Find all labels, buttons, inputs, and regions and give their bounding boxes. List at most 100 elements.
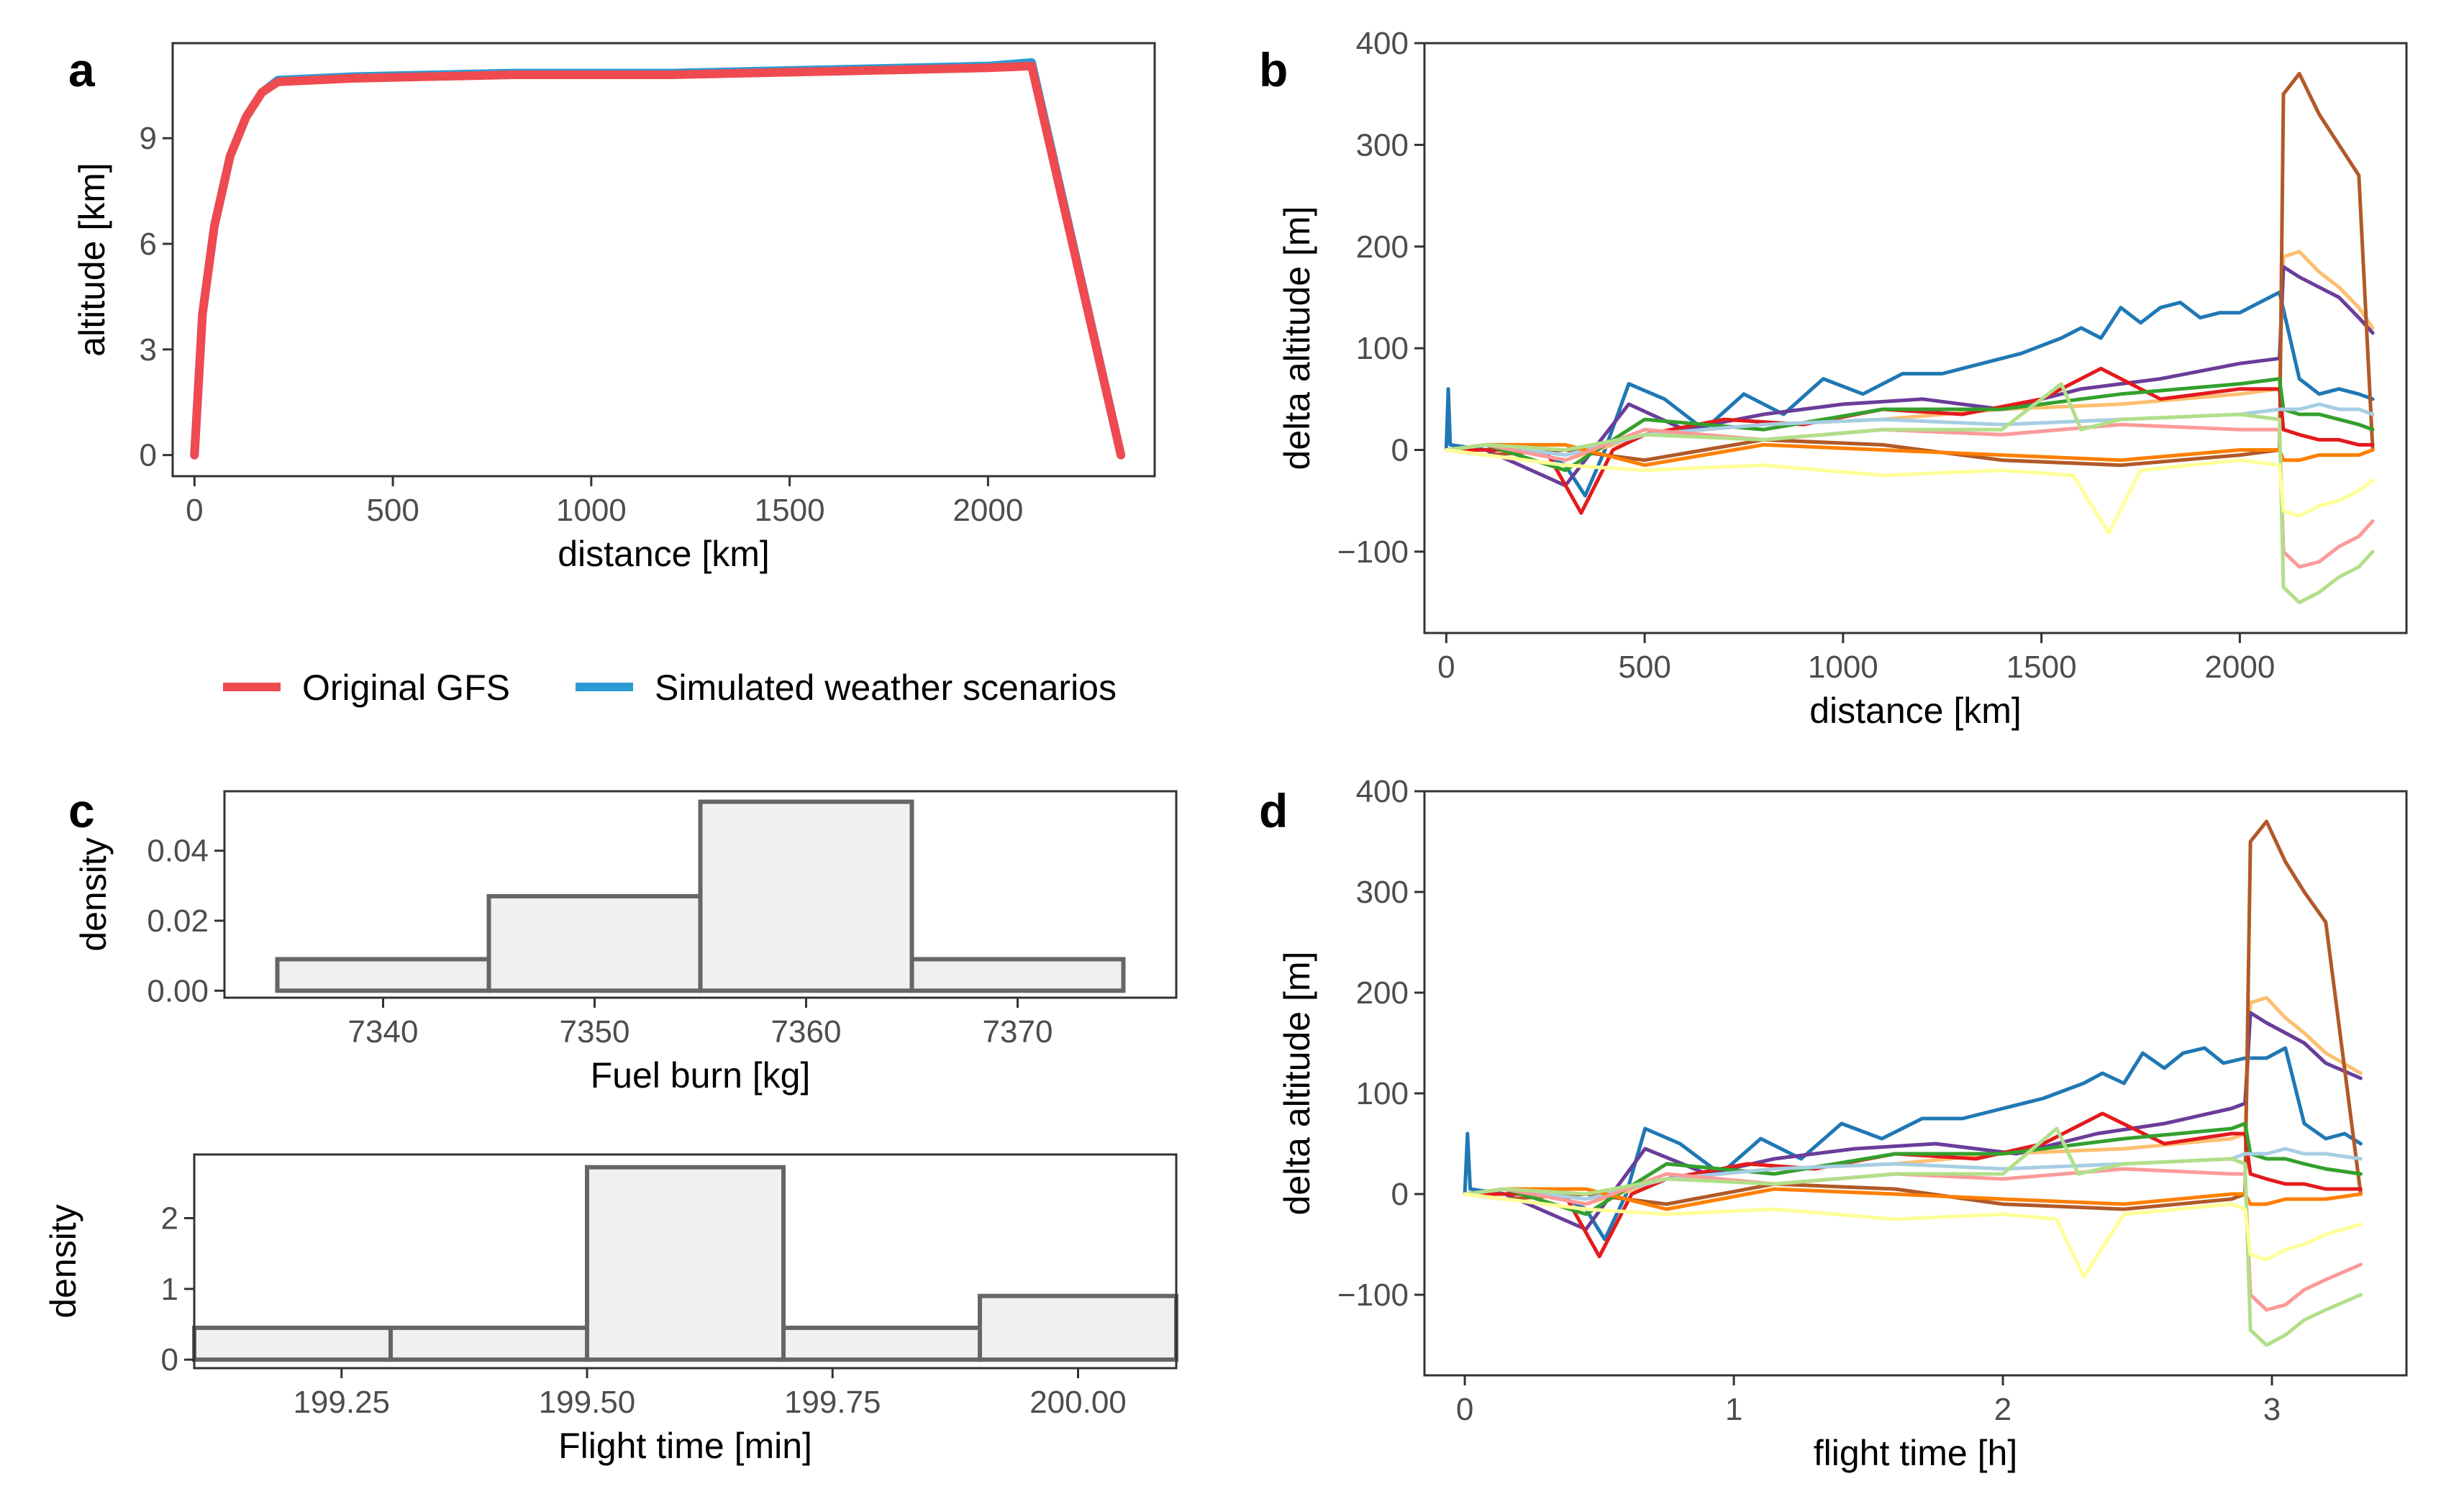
panel-label: a — [68, 43, 96, 96]
series-line-brown — [1463, 819, 2363, 1211]
histogram-bar — [585, 1165, 786, 1362]
x-tick-label: 1000 — [1808, 650, 1878, 685]
panel-label: b — [1259, 43, 1288, 96]
y-tick-label: 0 — [140, 438, 157, 473]
y-tick-label: 0.04 — [147, 834, 209, 869]
y-tick-label: 400 — [1356, 774, 1409, 809]
plot-frame — [223, 790, 1178, 999]
y-tick-label: 9 — [140, 121, 157, 156]
x-tick-label: 0 — [1456, 1392, 1473, 1427]
x-tick-label: 199.25 — [293, 1385, 390, 1420]
y-tick-label: 0 — [1391, 433, 1409, 468]
series-line-simulated-weather-scenarios — [190, 58, 1126, 460]
x-tick-label: 1 — [1725, 1392, 1742, 1427]
y-tick-label: 300 — [1356, 875, 1409, 910]
x-axis-title: distance [km] — [1809, 691, 2022, 731]
y-tick-label: 0 — [161, 1342, 178, 1377]
y-tick-label: 3 — [140, 332, 157, 368]
x-tick-label: 1500 — [755, 493, 825, 528]
x-axis-title: flight time [h] — [1814, 1433, 2017, 1473]
plot-frame — [193, 1153, 1178, 1370]
series-line-original-gfs — [190, 61, 1126, 460]
panel-c-fuel: 7340 7350 7360 7370 0.00 0.02 0.04 Fuel burn [k… — [68, 784, 1178, 1096]
histogram-bar — [781, 1325, 982, 1362]
series-line-yellow — [1444, 448, 2375, 535]
y-tick-label: 100 — [1356, 1076, 1409, 1111]
y-axis-title: delta altitude [m] — [1277, 206, 1317, 470]
y-tick-label: 1 — [161, 1272, 178, 1307]
series-line-blue — [1444, 290, 2375, 498]
x-tick-label: 200.00 — [1029, 1385, 1127, 1420]
y-tick-label: 0 — [1391, 1177, 1409, 1212]
x-tick-label: 7340 — [348, 1014, 419, 1049]
y-tick-label: 2 — [161, 1201, 178, 1237]
panel-c-time: 199.25 199.50 199.75 200.00 0 1 2 Flight time [… — [43, 1153, 1178, 1466]
panel-label: c — [68, 784, 95, 837]
plot-frame — [1423, 42, 2408, 634]
series-line-purple — [1444, 265, 2375, 488]
series-line-pink — [1444, 422, 2375, 569]
x-tick-label: 2 — [1994, 1392, 2012, 1427]
series-line-yellow — [1463, 1192, 2363, 1279]
series-line-brown — [1444, 71, 2375, 468]
series-line-dark-orange — [1463, 1187, 2363, 1211]
x-axis-title: Fuel burn [kg] — [591, 1055, 811, 1096]
series-line-purple — [1463, 1011, 2363, 1231]
series-line-pink — [1463, 1167, 2363, 1312]
series-line-blue — [1463, 1046, 2363, 1242]
x-tick-label: 1000 — [556, 493, 627, 528]
series-line-orange — [1444, 250, 2375, 463]
histogram-bar — [275, 957, 491, 993]
histogram-bar — [192, 1325, 393, 1362]
x-tick-label: 500 — [366, 493, 419, 528]
histogram-bar — [698, 799, 914, 993]
x-tick-label: 500 — [1618, 650, 1670, 685]
y-tick-label: −100 — [1337, 534, 1409, 570]
y-tick-label: −100 — [1337, 1278, 1409, 1313]
y-tick-label: 6 — [140, 227, 157, 262]
series-line-light-green — [1463, 1126, 2363, 1347]
x-tick-label: 2000 — [953, 493, 1023, 528]
x-tick-label: 7360 — [771, 1014, 842, 1049]
x-tick-label: 199.75 — [784, 1385, 881, 1420]
y-axis-title: delta altitude [m] — [1277, 952, 1317, 1216]
legend: Original GFS Simulated weather scenarios — [223, 668, 1117, 708]
y-tick-label: 100 — [1356, 331, 1409, 366]
x-axis-title: distance [km] — [558, 534, 770, 574]
histogram-bar — [388, 1325, 589, 1362]
panel-a: 0 500 1000 1500 2000 0 3 6 9 distance [km] altitud… — [68, 42, 1156, 574]
panel-label: d — [1259, 784, 1288, 837]
x-tick-label: 0 — [1437, 650, 1455, 685]
y-tick-label: 300 — [1356, 127, 1409, 163]
x-tick-label: 0 — [186, 493, 203, 528]
panel-b: 0 500 1000 1500 2000 −100 0 100 200 300 400 distanc… — [1259, 26, 2408, 731]
legend-label: Simulated weather scenarios — [655, 668, 1117, 708]
series-line-red — [1463, 1111, 2363, 1259]
x-tick-label: 1500 — [2006, 650, 2077, 685]
histogram-bar — [486, 893, 703, 993]
y-axis-title: altitude [km] — [72, 163, 112, 357]
y-tick-label: 200 — [1356, 229, 1409, 265]
x-tick-label: 199.50 — [539, 1385, 636, 1420]
y-tick-label: 0.02 — [147, 903, 209, 939]
plot-frame — [171, 42, 1156, 478]
histogram-bar — [909, 957, 1126, 993]
y-tick-label: 400 — [1356, 26, 1409, 61]
x-axis-title: Flight time [min] — [558, 1426, 812, 1466]
x-tick-label: 2000 — [2204, 650, 2275, 685]
x-tick-label: 7350 — [560, 1014, 630, 1049]
y-axis-title: density — [73, 837, 114, 951]
histogram-bar — [978, 1293, 1178, 1362]
legend-label: Original GFS — [302, 668, 510, 708]
x-tick-label: 3 — [2263, 1392, 2281, 1427]
series-line-dark-orange — [1444, 442, 2375, 468]
series-line-light-green — [1444, 382, 2375, 605]
y-tick-label: 0.00 — [147, 973, 209, 1008]
y-tick-label: 200 — [1356, 975, 1409, 1011]
plot-frame — [1423, 790, 2408, 1377]
panel-d: 0 1 2 3 −100 0 100 200 300 400 flight time [h] delt… — [1259, 774, 2408, 1473]
x-tick-label: 7370 — [983, 1014, 1053, 1049]
y-axis-title: density — [43, 1204, 83, 1318]
series-line-orange — [1463, 996, 2363, 1206]
